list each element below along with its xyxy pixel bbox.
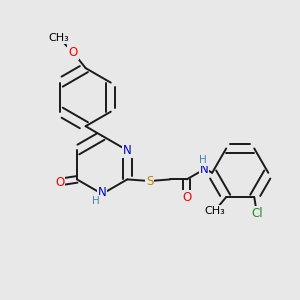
Text: CH₃: CH₃ [204,206,225,216]
Text: O: O [182,191,191,204]
Text: O: O [68,46,78,59]
Text: H: H [200,155,207,165]
Text: N: N [123,144,132,157]
Text: N: N [98,186,106,199]
Text: Cl: Cl [251,207,263,220]
Text: CH₃: CH₃ [49,33,70,43]
Text: N: N [200,163,208,176]
Text: S: S [146,175,153,188]
Text: H: H [92,196,100,206]
Text: O: O [55,176,64,188]
